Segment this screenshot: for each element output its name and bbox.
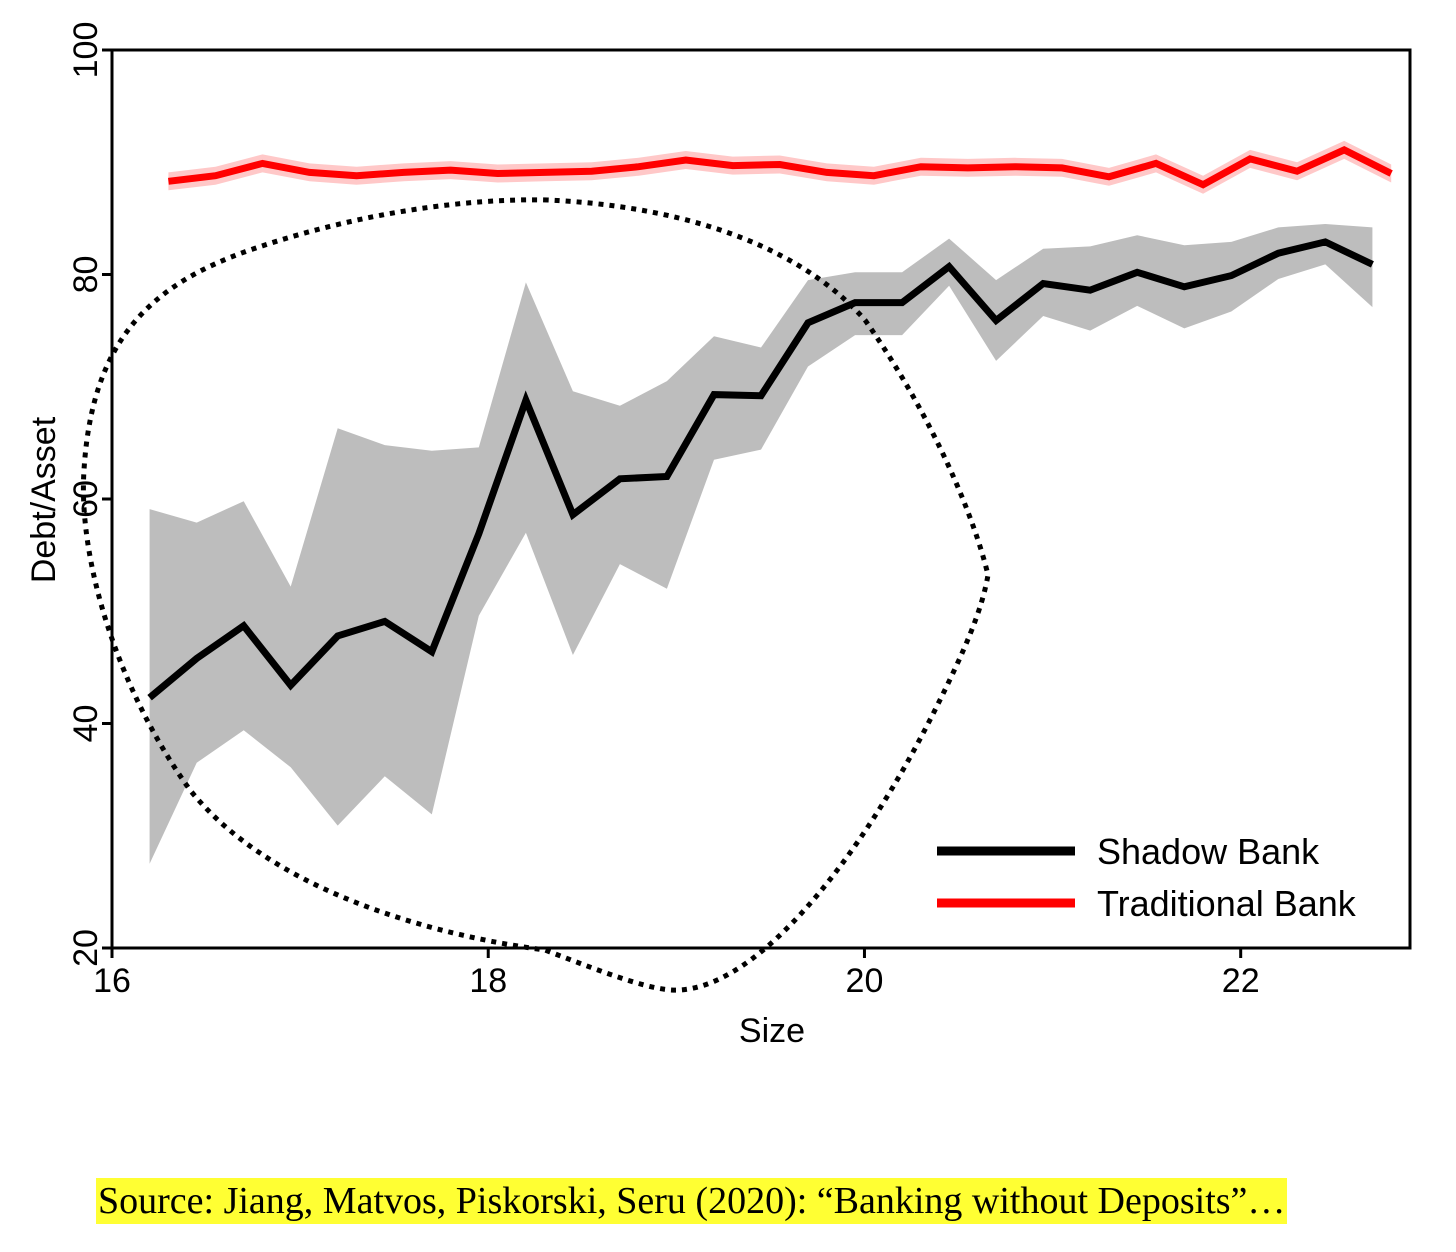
shadow-bank-confidence-band bbox=[149, 224, 1373, 864]
y-tick-label: 80 bbox=[67, 256, 105, 294]
y-tick-label: 60 bbox=[67, 480, 105, 518]
y-axis-ticks: 20 40 60 80 100 bbox=[67, 22, 112, 967]
x-tick-label: 22 bbox=[1222, 962, 1260, 1000]
x-axis-title: Size bbox=[739, 1012, 805, 1050]
legend-label-traditional-bank: Traditional Bank bbox=[1097, 883, 1357, 924]
legend-label-shadow-bank: Shadow Bank bbox=[1097, 831, 1320, 872]
series-lines bbox=[147, 146, 1393, 701]
y-tick-label: 100 bbox=[67, 22, 105, 79]
dotted-highlight-loop bbox=[80, 197, 991, 993]
shadow-bank-line bbox=[147, 238, 1374, 701]
source-caption: Source: Jiang, Matvos, Piskorski, Seru (… bbox=[96, 1178, 1288, 1224]
x-tick-label: 18 bbox=[469, 962, 507, 1000]
legend: Shadow Bank Traditional Bank bbox=[937, 831, 1357, 924]
x-tick-label: 16 bbox=[93, 962, 131, 1000]
y-tick-label: 40 bbox=[67, 705, 105, 743]
y-axis-title: Debt/Asset bbox=[25, 416, 63, 583]
traditional-bank-line bbox=[167, 146, 1393, 189]
y-tick-label: 20 bbox=[67, 929, 105, 967]
x-axis-ticks: 16 18 20 22 bbox=[93, 948, 1260, 1000]
x-tick-label: 20 bbox=[846, 962, 884, 1000]
debt-asset-chart: 16 18 20 22 20 40 60 80 100 Size Debt/Asset Sha… bbox=[25, 22, 1412, 1050]
